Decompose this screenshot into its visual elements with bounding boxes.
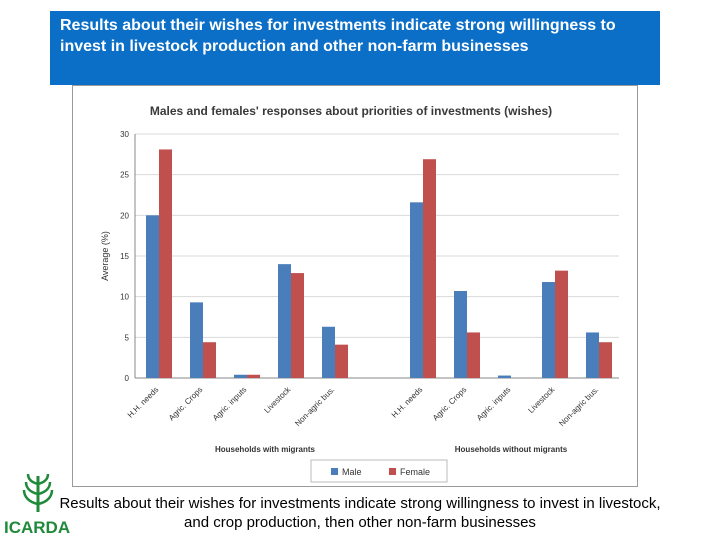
legend-label-female: Female (400, 467, 430, 477)
bar-female (555, 270, 568, 378)
bar-female (247, 374, 260, 378)
caption-line-2: and crop production, then other non-farm… (184, 514, 536, 531)
chart-frame: Males and females' responses about prior… (72, 85, 638, 487)
slide-title: Results about their wishes for investmen… (60, 17, 616, 55)
bar-male (542, 282, 555, 378)
bar-male (278, 264, 291, 378)
bar-female (467, 332, 480, 378)
bar-male (410, 202, 423, 378)
bar-female (335, 344, 348, 378)
caption-line-1: Results about their wishes for investmen… (59, 495, 661, 512)
group-label-without-migrants: Households without migrants (455, 445, 568, 454)
x-tick-label: Livestock (526, 384, 557, 415)
y-tick-label: 5 (125, 333, 130, 342)
y-tick-label: 30 (120, 130, 129, 139)
y-tick-label: 20 (120, 211, 129, 220)
bar-male (586, 332, 599, 378)
bar-female (159, 149, 172, 378)
x-tick-label: Non-agric bus. (293, 385, 336, 428)
y-tick-label: 15 (120, 252, 129, 261)
y-tick-label: 0 (125, 374, 130, 383)
legend-frame (310, 459, 448, 483)
bar-male (322, 326, 335, 378)
legend-swatch-female (389, 468, 396, 475)
icarda-logo: ICARDA (4, 472, 78, 538)
bar-male (498, 375, 511, 378)
x-tick-label: H.H. needs (390, 385, 425, 420)
bar-male (454, 290, 467, 378)
chart-title: Males and females' responses about prior… (150, 104, 552, 118)
x-tick-label: Agric. Crops (431, 385, 468, 422)
bars (146, 149, 612, 378)
legend: Male Female (310, 459, 448, 483)
bar-female (599, 342, 612, 378)
y-tick-label: 25 (120, 171, 129, 180)
x-tick-label: Non-agric bus. (557, 385, 600, 428)
legend-swatch-male (331, 468, 338, 475)
bar-male (146, 215, 159, 378)
bar-male (234, 374, 247, 378)
wheat-icon (22, 473, 54, 512)
bar-chart: Males and females' responses about prior… (100, 104, 619, 483)
legend-label-male: Male (342, 467, 362, 477)
y-tick-label: 10 (120, 293, 129, 302)
x-tick-label: H.H. needs (126, 385, 161, 420)
slide-caption: Results about their wishes for investmen… (0, 494, 720, 532)
x-tick-label: Agric. Crops (167, 385, 204, 422)
x-tick-label: Agric. inputs (211, 385, 248, 422)
slide-title-banner: Results about their wishes for investmen… (50, 11, 660, 85)
group-label-with-migrants: Households with migrants (215, 445, 316, 454)
logo-text: ICARDA (4, 518, 71, 537)
x-tick-label: Agric. inputs (475, 385, 512, 422)
bar-female (203, 342, 216, 378)
x-tick-label: Livestock (262, 384, 293, 415)
bar-female (423, 159, 436, 378)
y-axis-label: Average (%) (100, 231, 110, 281)
bar-male (190, 302, 203, 378)
grid-lines (134, 133, 619, 379)
bar-female (291, 273, 304, 378)
